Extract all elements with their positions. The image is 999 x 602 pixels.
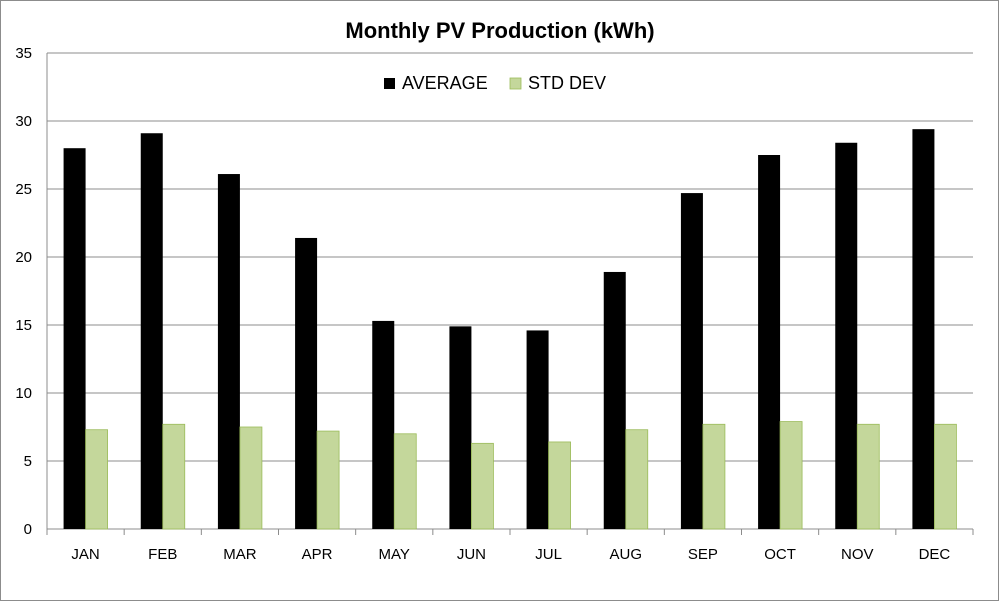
y-tick-label: 20 [15,249,32,266]
y-tick-label: 35 [15,45,32,62]
bars [63,129,957,530]
y-tick-label: 5 [24,453,32,470]
bar-std-dev-dec [934,423,957,530]
x-tick-label: AUG [609,546,642,563]
x-tick-label: DEC [919,546,951,563]
legend-label-average: AVERAGE [402,73,488,93]
chart-title: Monthly PV Production (kWh) [345,18,654,43]
bar-std-dev-may [393,433,417,530]
legend-swatch-std-dev [509,77,522,90]
bar-average-jun [449,326,472,529]
x-tick-label: JUN [457,546,486,563]
bar-std-dev-nov [856,423,880,530]
x-tick-label: MAY [379,546,410,563]
bar-average-mar [217,174,240,530]
bar-average-jul [526,330,549,529]
x-tick-label: OCT [764,546,796,563]
x-tick-label: SEP [688,546,718,563]
y-axis-ticks: 0 5 10 15 20 25 30 35 [15,45,32,538]
bar-std-dev-jul [548,441,571,530]
bar-average-may [372,320,395,529]
gridlines [46,52,974,535]
y-tick-label: 30 [15,113,32,130]
y-tick-label: 25 [15,181,32,198]
y-tick-label: 0 [24,521,32,538]
bar-std-dev-jun [471,442,494,530]
bar-average-jan [63,148,86,529]
legend: AVERAGE STD DEV [384,73,606,93]
bar-std-dev-apr [316,430,340,530]
bar-std-dev-jan [85,429,108,530]
legend-swatch-average [384,78,395,89]
x-tick-label: NOV [841,546,874,563]
bar-std-dev-aug [625,429,649,530]
y-tick-label: 15 [15,317,32,334]
x-tick-label: JAN [71,546,99,563]
bar-std-dev-mar [239,426,263,530]
x-tick-label: FEB [148,546,177,563]
bar-average-oct [758,155,781,529]
bar-std-dev-sep [702,423,726,530]
x-tick-label: MAR [223,546,257,563]
x-axis-ticks: JAN FEB MAR APR MAY JUN JUL AUG SEP OCT NOV DEC [71,546,950,563]
bar-average-sep [680,193,703,529]
bar-average-dec [912,129,935,529]
x-tick-label: APR [302,546,333,563]
legend-label-std-dev: STD DEV [528,73,606,93]
bar-average-aug [603,271,626,529]
bar-average-nov [835,142,858,529]
bar-average-feb [140,133,163,530]
y-tick-label: 10 [15,385,32,402]
bar-average-apr [295,237,318,529]
bar-std-dev-oct [779,421,803,530]
x-tick-label: JUL [535,546,562,563]
bar-std-dev-feb [162,423,186,530]
